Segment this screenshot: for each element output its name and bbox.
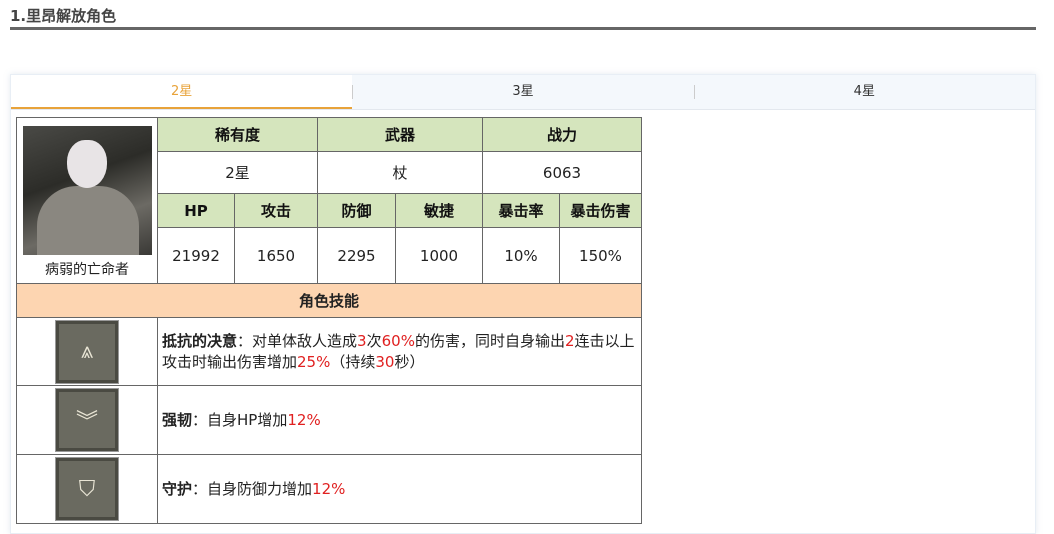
section-title: 1.里昂解放角色 <box>10 7 117 25</box>
header-crit-rate: 暴击率 <box>482 193 560 228</box>
character-portrait <box>22 126 152 255</box>
tab-4-star[interactable]: 4星 <box>693 75 1035 109</box>
header-hp: HP <box>157 193 235 228</box>
header-crit-damage: 暴击伤害 <box>559 193 642 228</box>
header-power: 战力 <box>482 117 642 152</box>
tab-3-star[interactable]: 3星 <box>352 75 693 109</box>
character-table: 病弱的亡命者 稀有度 武器 战力 2星 杖 6063 HP 攻击 防御 敏捷 暴… <box>16 117 642 524</box>
skill-icon-cell: ⩓ <box>16 317 158 386</box>
tab-panel: 2星 3星 4星 病弱的亡命者 稀有度 武器 战力 2星 杖 6063 HP 攻… <box>10 74 1036 534</box>
tab-2-star[interactable]: 2星 <box>11 75 353 109</box>
chevron-double-down-icon: ︾ <box>55 388 119 452</box>
title-divider <box>10 27 1036 30</box>
value-rarity: 2星 <box>157 151 318 194</box>
value-defense: 2295 <box>317 227 396 284</box>
header-defense: 防御 <box>317 193 396 228</box>
value-weapon: 杖 <box>317 151 483 194</box>
header-agility: 敏捷 <box>395 193 483 228</box>
portrait-cell: 病弱的亡命者 <box>16 117 158 284</box>
header-weapon: 武器 <box>317 117 483 152</box>
value-power: 6063 <box>482 151 642 194</box>
header-rarity: 稀有度 <box>157 117 318 152</box>
shield-icon: ⛉ <box>55 457 119 521</box>
skill-description: 抵抗的决意：对单体敌人造成3次60%的伤害，同时自身输出2连击以上攻击时输出伤害… <box>157 317 642 386</box>
skill-icon-cell: ⛉ <box>16 454 158 524</box>
character-name: 病弱的亡命者 <box>45 262 129 278</box>
skill-resolve-icon: ⩓ <box>55 319 119 384</box>
value-agility: 1000 <box>395 227 483 284</box>
tab-bar: 2星 3星 4星 <box>11 75 1035 110</box>
value-crit-rate: 10% <box>482 227 560 284</box>
header-attack: 攻击 <box>234 193 318 228</box>
skill-description: 守护：自身防御力增加12% <box>157 454 642 524</box>
skill-description: 强韧：自身HP增加12% <box>157 385 642 455</box>
value-crit-damage: 150% <box>559 227 642 284</box>
value-hp: 21992 <box>157 227 235 284</box>
value-attack: 1650 <box>234 227 318 284</box>
skills-header: 角色技能 <box>16 283 642 318</box>
skill-icon-cell: ︾ <box>16 385 158 455</box>
